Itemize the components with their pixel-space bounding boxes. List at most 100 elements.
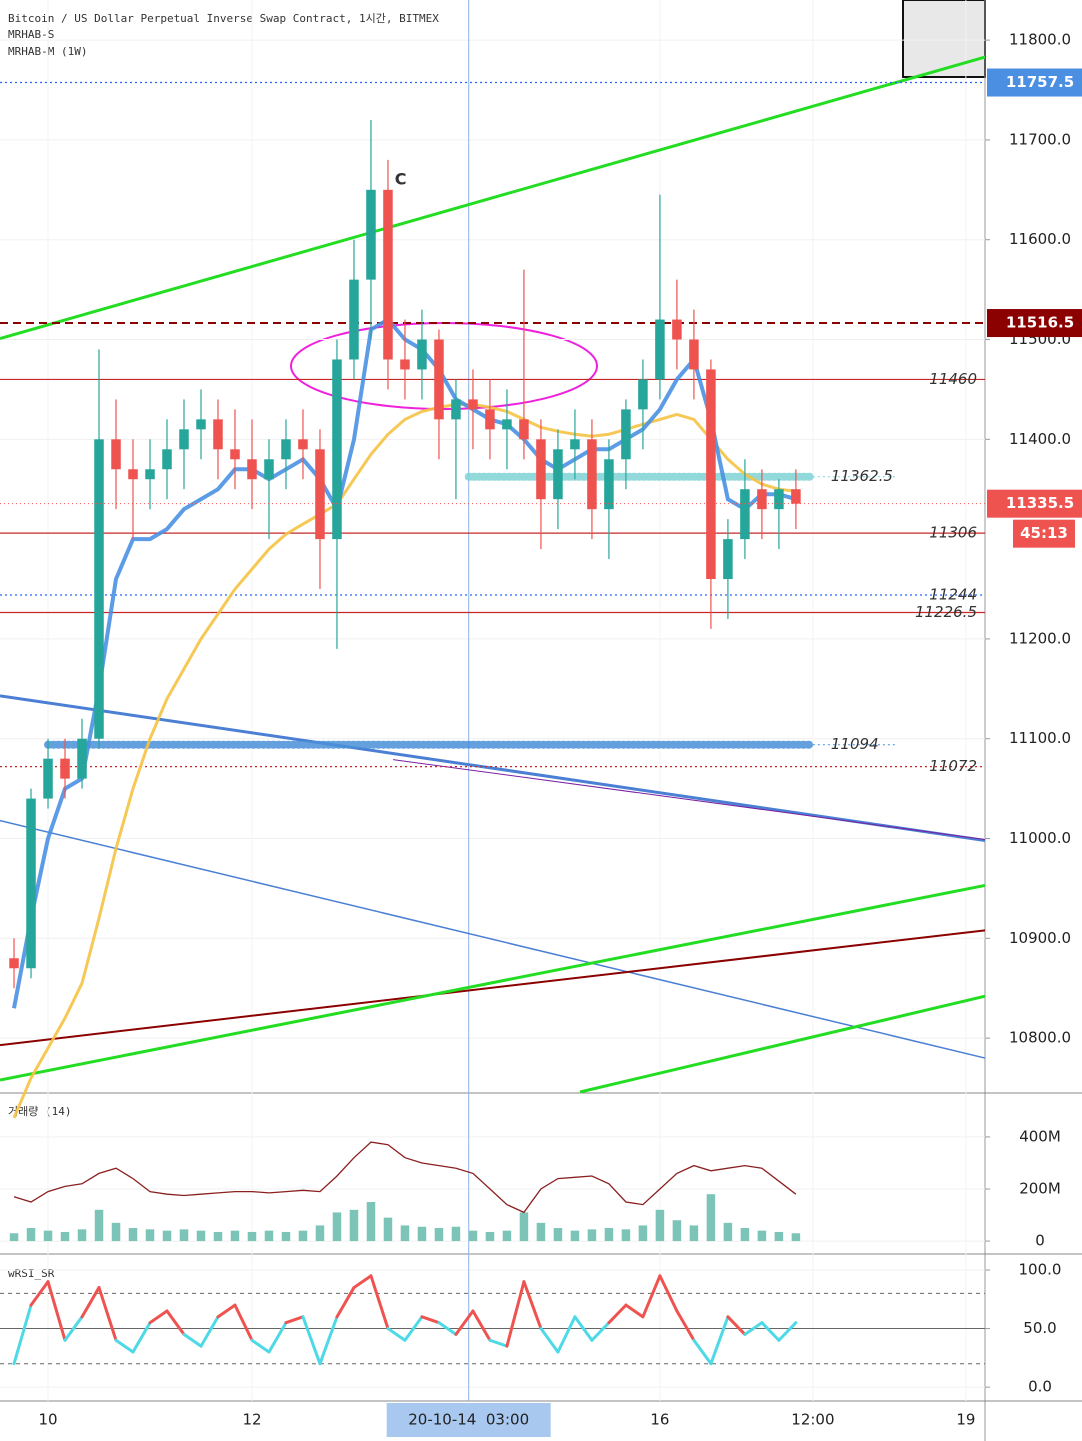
candle-body — [638, 379, 648, 410]
rsi-segment — [590, 1321, 611, 1342]
annotation: C — [395, 169, 407, 188]
candle-body — [281, 439, 291, 460]
rsi-segment — [471, 1309, 492, 1342]
volume-bar — [587, 1229, 597, 1242]
x-tick-label: 12:00 — [791, 1411, 834, 1429]
y-tick-label: 200M — [1019, 1179, 1061, 1197]
volume-bar — [434, 1228, 444, 1242]
candle-body — [553, 449, 563, 500]
candle-body — [196, 419, 206, 430]
volume-bar — [332, 1212, 342, 1242]
volume-bar — [145, 1229, 155, 1242]
volume-bar — [26, 1228, 36, 1242]
trendline — [0, 55, 986, 340]
rsi-segment — [607, 1303, 628, 1325]
y-tick-label: 11800.0 — [1009, 31, 1071, 49]
price-tag-label: 11757.5 — [1006, 73, 1074, 91]
volume-bar — [196, 1230, 206, 1242]
volume-bar — [485, 1231, 495, 1242]
volume-bar — [536, 1222, 546, 1242]
candle-body — [451, 399, 461, 420]
volume-bar — [451, 1226, 461, 1242]
volume-bar — [94, 1209, 104, 1242]
price-tag — [987, 309, 1082, 338]
rsi-segment — [624, 1303, 645, 1319]
rsi-segment — [386, 1327, 407, 1342]
candle-body — [111, 439, 121, 470]
last-price-tag — [987, 489, 1082, 518]
crosshair-label: 20-10-14 03:00 — [408, 1411, 529, 1429]
last-price-label: 11335.5 — [1006, 494, 1074, 512]
rsi-segment — [573, 1315, 594, 1342]
candle-body — [468, 399, 478, 410]
candle-body — [774, 489, 784, 510]
volume-bar — [9, 1233, 19, 1242]
volume-bar — [383, 1217, 393, 1242]
volume-bar — [349, 1209, 359, 1242]
y-tick-label: 10800.0 — [1009, 1029, 1071, 1047]
volume-bar — [366, 1202, 376, 1242]
y-tick-label: 0.0 — [1028, 1378, 1052, 1396]
rsi-segment — [675, 1309, 696, 1342]
rsi-segment — [63, 1315, 84, 1342]
rsi-segment — [216, 1303, 237, 1319]
candle-body — [604, 459, 614, 510]
rsi-segment — [267, 1321, 288, 1354]
rsi-segment — [114, 1338, 135, 1354]
candle-body — [570, 439, 580, 450]
volume-bar — [264, 1230, 274, 1242]
chart-title: Bitcoin / US Dollar Perpetual Inverse Sw… — [8, 12, 439, 25]
candle-body — [536, 439, 546, 500]
rsi-segment — [522, 1280, 543, 1331]
rsi-segment — [352, 1274, 373, 1290]
candle-body — [502, 419, 512, 430]
position-box — [902, 0, 986, 78]
x-tick-label: 19 — [956, 1411, 975, 1429]
y-tick-label: 400M — [1019, 1127, 1061, 1145]
candle-body — [230, 449, 240, 460]
rsi-segment — [692, 1338, 713, 1366]
candle-body — [43, 758, 53, 799]
volume-bar — [315, 1225, 325, 1242]
y-tick-label: 0 — [1035, 1232, 1045, 1250]
y-tick-label: 11400.0 — [1009, 430, 1071, 448]
volume-bar — [281, 1231, 291, 1242]
candle-body — [298, 439, 308, 450]
rsi-segment — [505, 1280, 526, 1348]
rsi-segment — [658, 1274, 679, 1313]
candle-body — [587, 439, 597, 510]
y-tick-label: 50.0 — [1023, 1319, 1056, 1337]
rsi-segment — [250, 1338, 271, 1354]
candle-body — [383, 189, 393, 360]
volume-bar — [655, 1209, 665, 1242]
rsi-segment — [556, 1315, 577, 1354]
volume-bar — [230, 1230, 240, 1242]
volume-bar — [519, 1212, 529, 1242]
indicator-label: MRHAB-S — [8, 28, 54, 41]
candle-body — [60, 758, 70, 779]
candle-body — [145, 469, 155, 480]
volume-bar — [43, 1230, 53, 1242]
volume-bar — [774, 1231, 784, 1242]
volume-bar — [570, 1230, 580, 1242]
rsi-segment — [454, 1309, 475, 1336]
candle-body — [519, 419, 529, 440]
candle-body — [400, 359, 410, 370]
rsi-segment — [726, 1315, 747, 1336]
candle-body — [332, 359, 342, 540]
candle-body — [757, 489, 767, 510]
volume-bar — [213, 1231, 223, 1242]
candle-body — [672, 319, 682, 340]
level-label: 11460 — [929, 370, 977, 388]
volume-ma — [13, 1141, 797, 1214]
price-tag-label: 11516.5 — [1006, 314, 1074, 332]
level-label: 11244 — [929, 586, 977, 604]
trendline — [0, 819, 986, 1059]
rsi-segment — [131, 1321, 152, 1354]
volume-bar — [706, 1194, 716, 1242]
candle-body — [485, 409, 495, 430]
rsi-segment — [165, 1309, 186, 1336]
x-tick-label: 10 — [38, 1411, 57, 1429]
candle-body — [621, 409, 631, 460]
trendline — [392, 759, 986, 841]
